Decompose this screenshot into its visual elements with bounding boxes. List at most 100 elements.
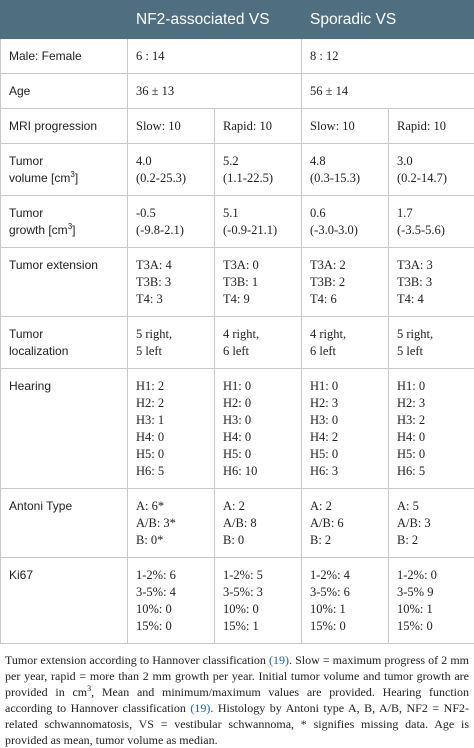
- cell-line: Rapid: 10: [397, 118, 466, 135]
- cell-line: 15%: 0: [397, 618, 466, 635]
- row-label: MRI progression: [1, 109, 128, 144]
- cell-line: Ki67: [9, 567, 119, 584]
- cell-line: (-3.0-3.0): [310, 222, 380, 239]
- cell-line: 5 right,: [397, 326, 466, 343]
- cell-line: H2: 0: [223, 395, 293, 412]
- cell-line: H3: 0: [223, 412, 293, 429]
- cell-line: 10%: 1: [397, 601, 466, 618]
- cell-line: Tumor: [9, 205, 119, 222]
- cell-line: 3-5% 9: [397, 584, 466, 601]
- cell-line: 10%: 0: [136, 601, 206, 618]
- cell-line: 8 : 12: [310, 48, 466, 65]
- cell-line: T4: 9: [223, 291, 293, 308]
- cell-line: (0.2-25.3): [136, 170, 206, 187]
- text-part: growth [cm: [9, 223, 68, 237]
- cell-line: B: 2: [397, 532, 466, 549]
- cell-line: 1-2%: 0: [397, 567, 466, 584]
- cell-line: Slow: 10: [310, 118, 380, 135]
- cell-line: Rapid: 10: [223, 118, 293, 135]
- cell: 3.0(0.2-14.7): [389, 144, 474, 196]
- cell: 5 right,5 left: [128, 317, 215, 369]
- cell-line: A: 5: [397, 498, 466, 515]
- cell-line: H4: 0: [397, 429, 466, 446]
- cell: -0.5(-9.8-2.1): [128, 196, 215, 248]
- cell-line: Tumor: [9, 153, 119, 170]
- citation: (19): [269, 653, 289, 667]
- cell-line: T3A: 4: [136, 257, 206, 274]
- row-label: Hearing: [1, 369, 128, 489]
- cell: Slow: 10: [128, 109, 215, 144]
- cell: 36 ± 13: [128, 74, 302, 109]
- cell-line: A: 2: [223, 498, 293, 515]
- cell-line: T3B: 3: [136, 274, 206, 291]
- cell-line: A/B: 6: [310, 515, 380, 532]
- cell-line: H1: 0: [223, 378, 293, 395]
- cell-line: H5: 0: [397, 446, 466, 463]
- cell-line: H6: 5: [136, 463, 206, 480]
- cell-line: H4: 0: [136, 429, 206, 446]
- cell-line: H5: 0: [136, 446, 206, 463]
- cell-line: 5.2: [223, 153, 293, 170]
- cell-line: 15%: 0: [310, 618, 380, 635]
- cell-line: 10%: 1: [310, 601, 380, 618]
- cell: 8 : 12: [302, 39, 474, 74]
- cell-line: H5: 0: [223, 446, 293, 463]
- citation: (19): [190, 701, 210, 715]
- cell-line: 1.7: [397, 205, 466, 222]
- cell: 1.7(-3.5-5.6): [389, 196, 474, 248]
- cell: Rapid: 10: [215, 109, 302, 144]
- cell-line: B: 0: [223, 532, 293, 549]
- cell-line: 5.1: [223, 205, 293, 222]
- row-label: Ki67: [1, 558, 128, 644]
- cell-line: H6: 3: [310, 463, 380, 480]
- cell: 56 ± 14: [302, 74, 474, 109]
- cell: 0.6(-3.0-3.0): [302, 196, 389, 248]
- cell-line: H1: 0: [310, 378, 380, 395]
- cell-line: 4 right,: [310, 326, 380, 343]
- cell: 5 right,5 left: [389, 317, 474, 369]
- cell-line: 36 ± 13: [136, 83, 293, 100]
- cell-line: T4: 4: [397, 291, 466, 308]
- row-label: Age: [1, 74, 128, 109]
- cell: 4 right,6 left: [302, 317, 389, 369]
- cell-line: T3A: 3: [397, 257, 466, 274]
- cell-line: 6 left: [223, 343, 293, 360]
- cell: 5.2(1.1-22.5): [215, 144, 302, 196]
- cell-line: (0.3-15.3): [310, 170, 380, 187]
- cell-line: volume [cm3]: [9, 170, 119, 187]
- cell-line: T3B: 1: [223, 274, 293, 291]
- header-cell-empty: [1, 1, 128, 39]
- cell-line: H5: 0: [310, 446, 380, 463]
- cell-line: H4: 0: [223, 429, 293, 446]
- cell-line: localization: [9, 343, 119, 360]
- cell-line: T3B: 3: [397, 274, 466, 291]
- cell-line: H6: 10: [223, 463, 293, 480]
- cell-line: 5 left: [136, 343, 206, 360]
- cell-line: H3: 1: [136, 412, 206, 429]
- cell: 4.8(0.3-15.3): [302, 144, 389, 196]
- cell-line: H2: 3: [397, 395, 466, 412]
- cell-line: -0.5: [136, 205, 206, 222]
- cell-line: 1-2%: 4: [310, 567, 380, 584]
- row-label: Male: Female: [1, 39, 128, 74]
- cell-line: 4.8: [310, 153, 380, 170]
- cell-line: 5 right,: [136, 326, 206, 343]
- cell-line: 1-2%: 6: [136, 567, 206, 584]
- cell-line: A: 6*: [136, 498, 206, 515]
- group-header: NF2-associated VS: [128, 1, 302, 39]
- cell-line: 6 left: [310, 343, 380, 360]
